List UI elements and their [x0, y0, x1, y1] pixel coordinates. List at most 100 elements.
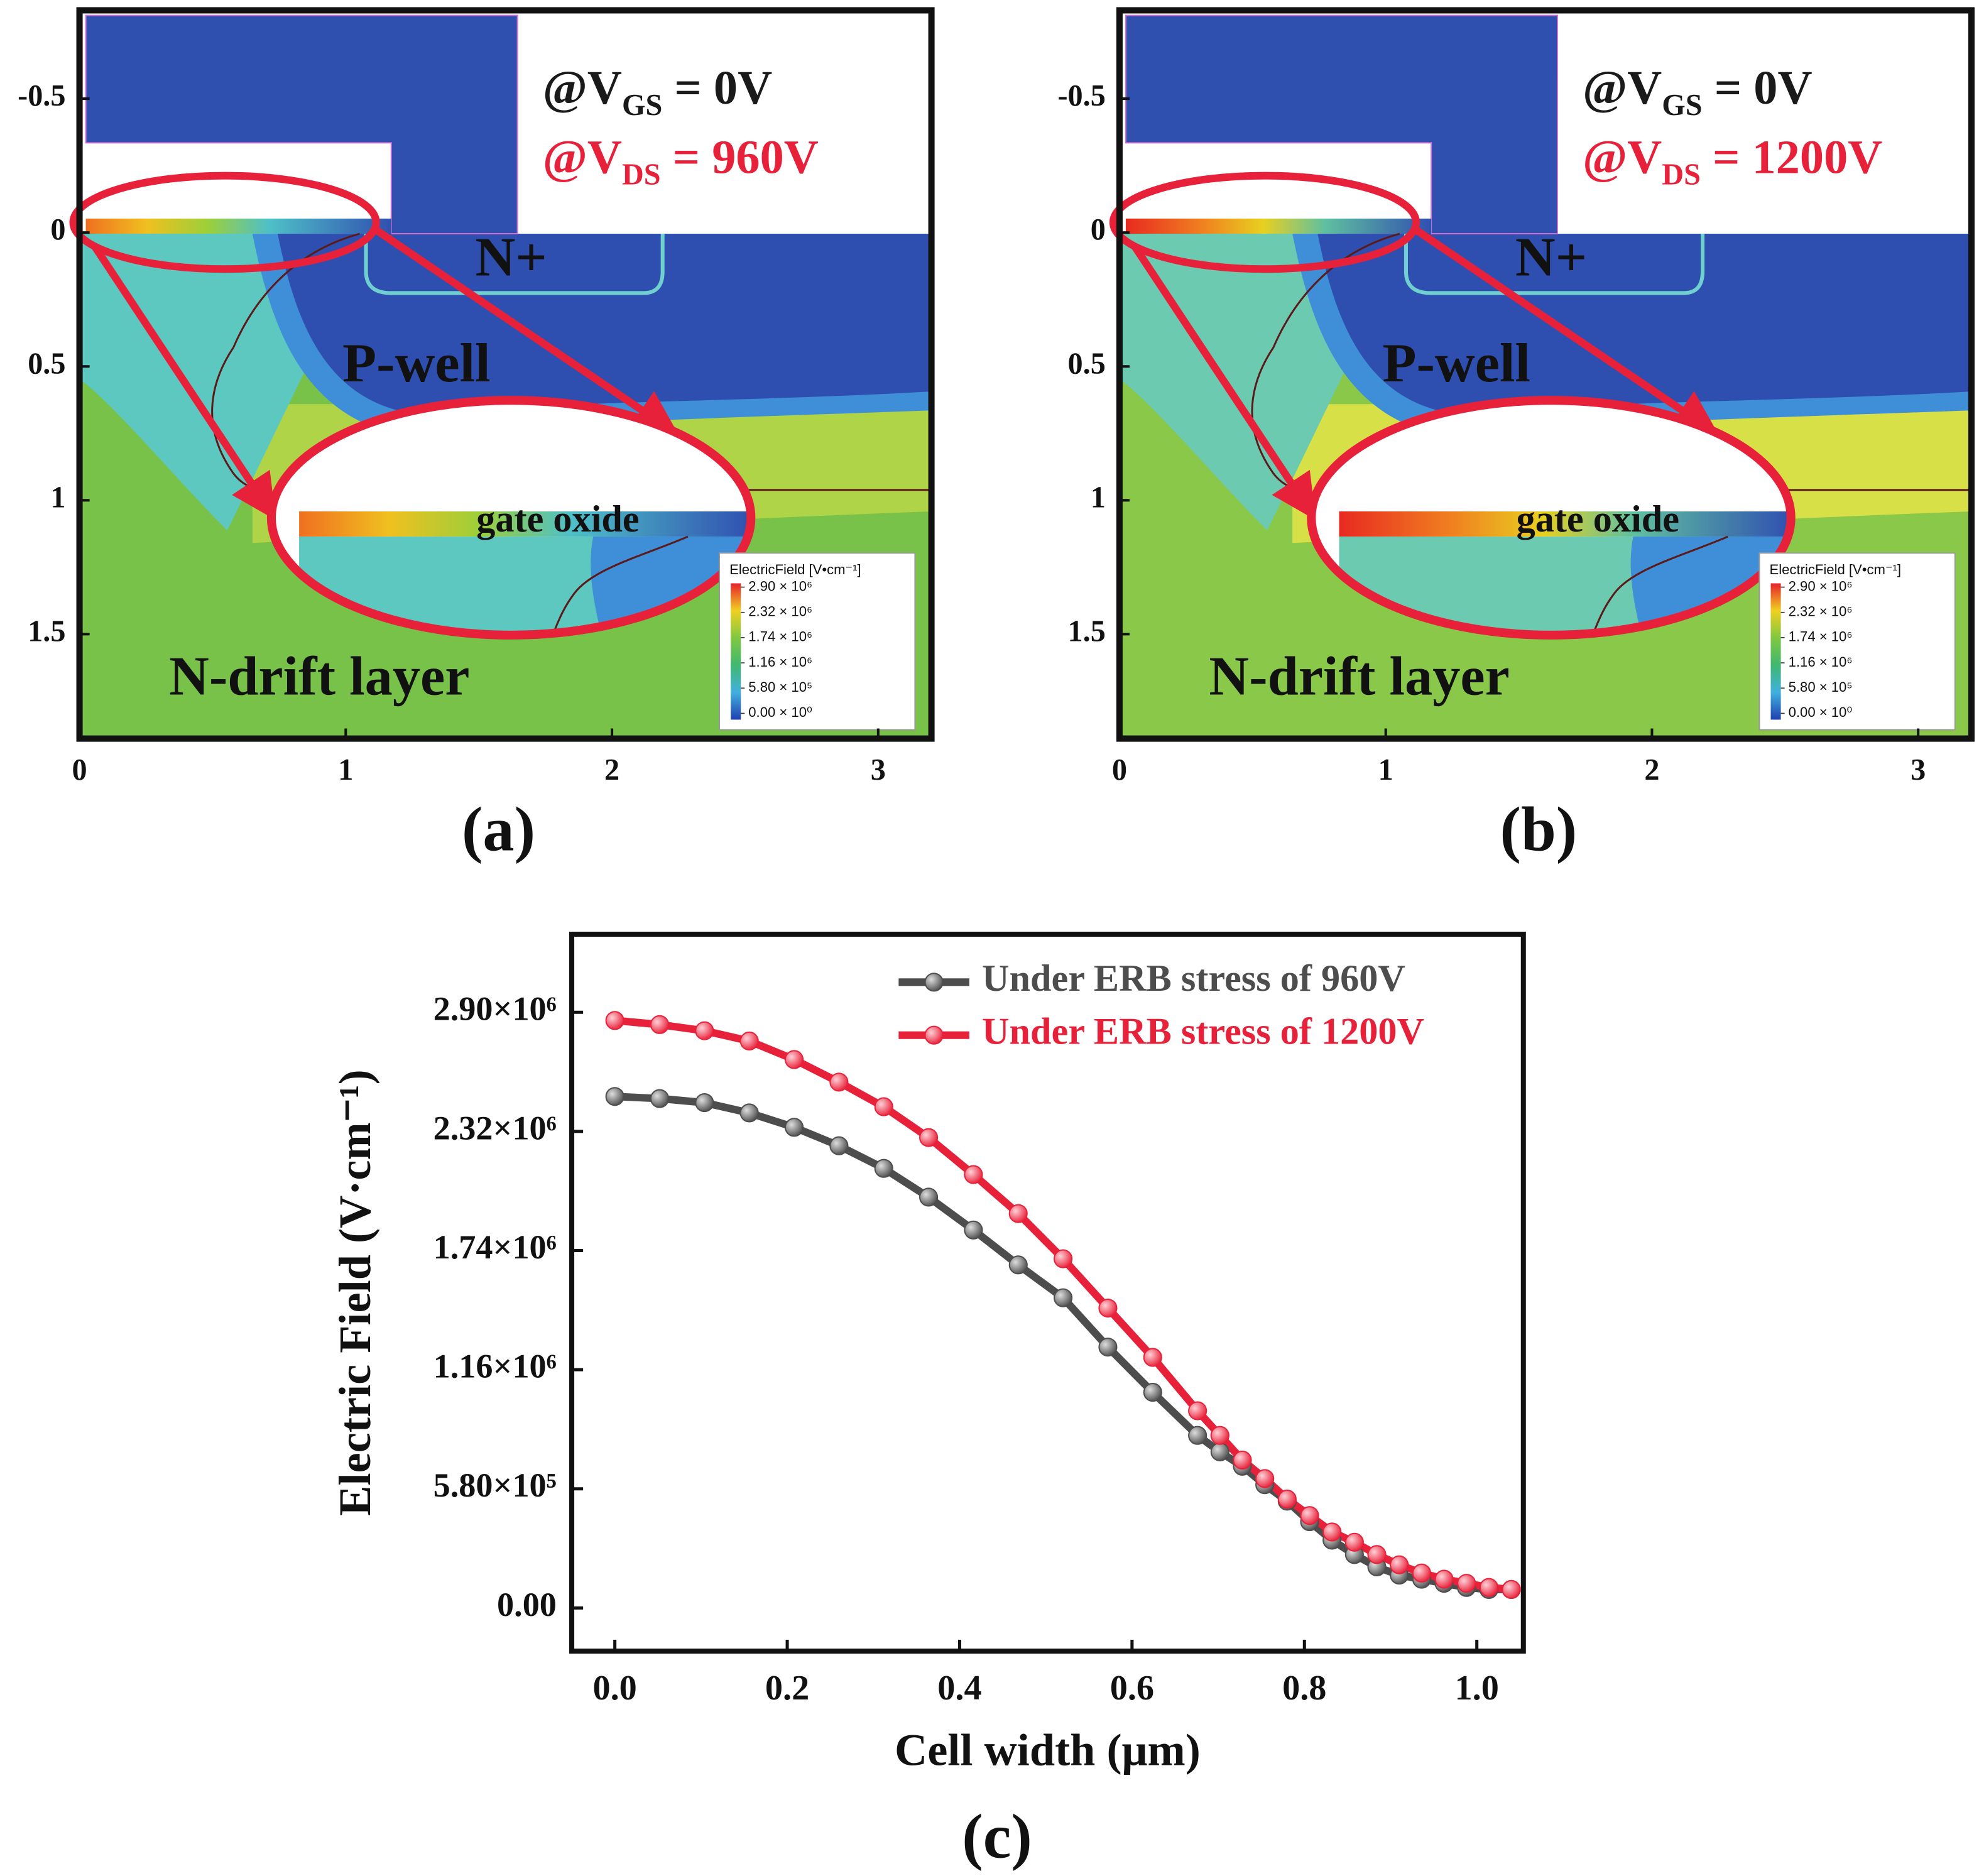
bias-prefix: @V — [1583, 61, 1662, 114]
data-point — [1188, 1426, 1208, 1445]
y-tick-label: 2.32×10⁶ — [433, 1109, 557, 1147]
inset-oxide — [299, 511, 751, 537]
data-point — [1054, 1249, 1073, 1268]
oxide-strip — [85, 218, 391, 234]
bias-label: @VDS = 1200V — [1583, 131, 1882, 192]
y-tick-label: 1.16×10⁶ — [433, 1348, 557, 1385]
data-point — [739, 1103, 759, 1123]
data-point — [739, 1031, 759, 1051]
colorbar-label: 5.80 × 10⁵ — [1789, 679, 1853, 695]
series-line — [614, 1093, 1512, 1593]
x-tick-label: 0.0 — [592, 1669, 636, 1708]
y-tick-label: 0 — [50, 213, 65, 246]
inset-label: gate oxide — [1517, 498, 1679, 540]
bias-prefix: @V — [1583, 131, 1662, 184]
arrow — [370, 224, 679, 435]
x-tick-label: 0 — [1112, 753, 1127, 787]
colorbar — [731, 583, 741, 720]
data-point — [695, 1093, 714, 1113]
bias-label: @VGS = 0V — [1583, 61, 1812, 122]
data-point — [605, 1011, 624, 1030]
x-tick-label: 0 — [72, 753, 87, 787]
bias-suffix: = 0V — [1703, 61, 1813, 114]
data-point — [1098, 1338, 1118, 1357]
plot-frame — [76, 7, 935, 742]
bias-sub: DS — [1662, 158, 1701, 192]
data-point — [1210, 1442, 1229, 1461]
colorbar — [1770, 583, 1781, 720]
x-tick-label: 0.4 — [937, 1669, 981, 1708]
colorbar-label: 1.16 × 10⁶ — [1789, 654, 1853, 670]
data-point — [1188, 1401, 1208, 1421]
bias-suffix: = 960V — [661, 131, 819, 184]
legend-label: Under ERB stress of 1200V — [982, 1011, 1424, 1053]
data-point — [784, 1118, 804, 1137]
x-axis-label: Cell width (μm) — [895, 1725, 1201, 1775]
region-label: N+ — [476, 227, 547, 288]
oxide-strip — [1125, 218, 1432, 234]
x-tick-label: 1.0 — [1455, 1669, 1499, 1708]
colorbar-box — [1758, 552, 1956, 731]
x-tick-label: 2 — [604, 753, 619, 787]
x-tick-label: 3 — [871, 753, 886, 787]
data-point — [874, 1159, 893, 1178]
y-tick-label: 0.00 — [497, 1586, 557, 1623]
inset-label: gate oxide — [476, 498, 639, 540]
y-tick-label: 1.74×10⁶ — [433, 1228, 557, 1266]
data-point — [695, 1021, 714, 1040]
region-label: P-well — [1383, 332, 1531, 394]
data-point — [1434, 1569, 1454, 1589]
data-point — [1457, 1574, 1476, 1593]
colorbar-title: ElectricField [V•cm⁻¹] — [1770, 562, 1902, 577]
y-tick-label: 2.90×10⁶ — [433, 990, 557, 1028]
y-tick-label: 1 — [1091, 481, 1106, 514]
x-tick-label: 1 — [1378, 753, 1393, 787]
data-point — [1098, 1298, 1118, 1318]
plot-frame — [1116, 7, 1975, 742]
data-point — [1479, 1578, 1498, 1597]
colorbar-label: 2.32 × 10⁶ — [748, 604, 812, 619]
data-point — [1255, 1469, 1275, 1488]
y-tick-label: 1.5 — [28, 614, 65, 648]
data-point — [1143, 1383, 1162, 1402]
data-point — [919, 1128, 939, 1147]
y-tick-label: -0.5 — [1058, 79, 1106, 112]
inset-oxide — [1339, 511, 1791, 537]
x-tick-label: 0.8 — [1282, 1669, 1326, 1708]
x-tick-label: 3 — [1911, 753, 1926, 787]
region-label: P-well — [342, 332, 491, 394]
data-point — [1367, 1545, 1387, 1564]
data-point — [1322, 1522, 1342, 1542]
arrow — [1410, 224, 1720, 435]
bias-label: @VDS = 960V — [543, 131, 819, 192]
y-tick-label: 5.80×10⁵ — [433, 1466, 557, 1504]
y-tick-label: 1 — [50, 481, 65, 514]
contour-panel: N+ P-well N-drift layer gate oxide @VGS = 0V… — [18, 7, 935, 864]
bias-suffix: = 1200V — [1701, 131, 1882, 184]
data-point — [1008, 1255, 1028, 1275]
data-point — [1233, 1450, 1252, 1470]
data-point — [964, 1220, 983, 1240]
y-tick-label: 0.5 — [1068, 347, 1106, 380]
data-point — [1390, 1555, 1409, 1574]
colorbar-label: 5.80 × 10⁵ — [748, 679, 812, 695]
y-tick-label: 0 — [1091, 213, 1106, 246]
colorbar-label: 2.90 × 10⁶ — [748, 578, 812, 594]
colorbar-label: 1.74 × 10⁶ — [748, 629, 812, 645]
data-point — [829, 1136, 849, 1155]
colorbar-label: 2.32 × 10⁶ — [1789, 604, 1853, 619]
colorbar-label: 2.90 × 10⁶ — [1789, 578, 1853, 594]
colorbar-label: 1.74 × 10⁶ — [1789, 629, 1853, 645]
series-line — [614, 1017, 1512, 1593]
n-plus-outline — [364, 234, 665, 295]
bias-sub: GS — [1662, 89, 1702, 122]
data-point — [1210, 1426, 1229, 1445]
legend-marker — [924, 1025, 944, 1045]
x-tick-label: 1 — [338, 753, 353, 787]
bias-sub: GS — [622, 89, 662, 122]
data-point — [784, 1050, 804, 1069]
colorbar-label: 0.00 × 10⁰ — [1789, 704, 1853, 720]
y-tick-label: 1.5 — [1068, 614, 1106, 648]
arrow — [91, 244, 276, 521]
